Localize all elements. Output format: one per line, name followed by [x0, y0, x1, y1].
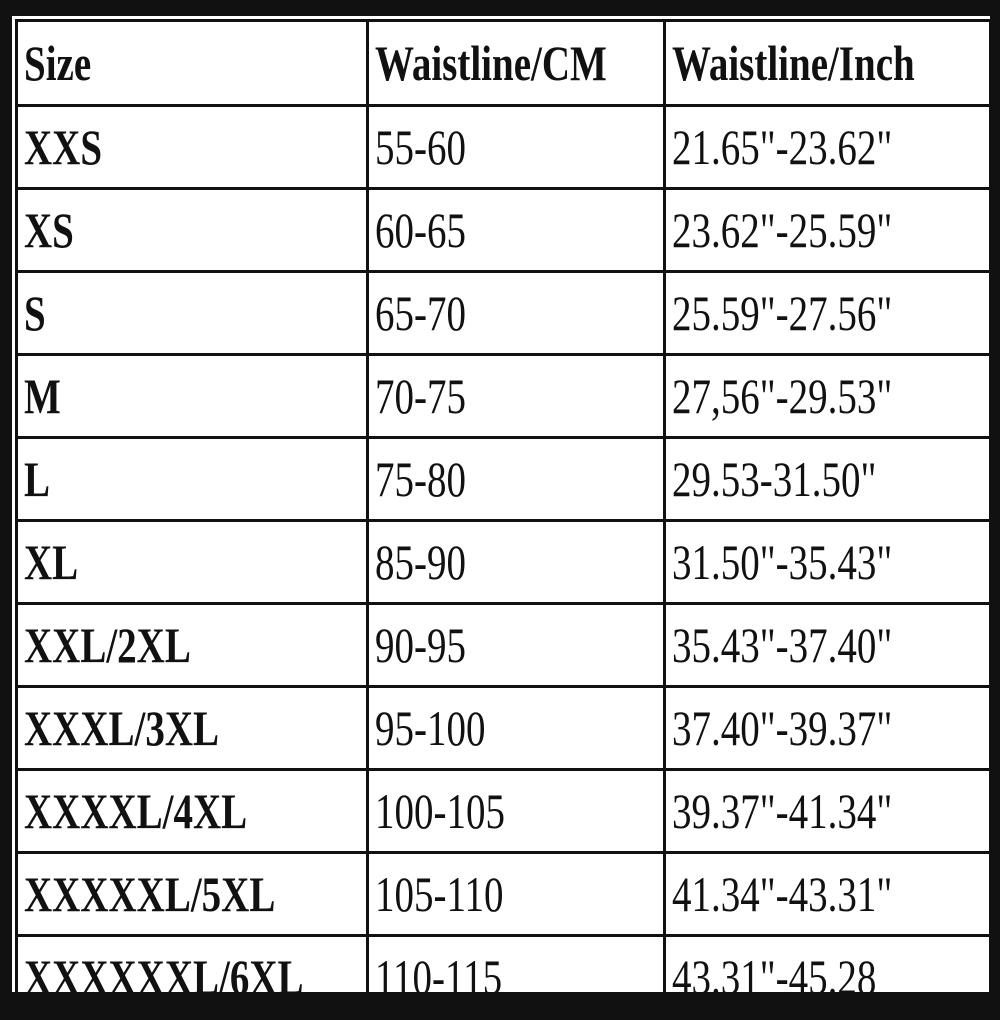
waist-inch-cell-text: 39.37"-41.34"	[672, 783, 893, 839]
size-cell-text: XXXXL/4XL	[24, 783, 248, 839]
waist-inch-cell-text: 25.59"-27.56"	[672, 285, 893, 341]
table-row: XS 60-65 23.62"-25.59"	[15, 187, 992, 273]
waist-inch-cell: 41.34"-43.31"	[663, 851, 992, 937]
size-cell-text: XXXXXL/5XL	[24, 866, 276, 922]
size-cell-text: XS	[24, 202, 74, 258]
size-cell-text: XXL/2XL	[24, 617, 191, 673]
table-row: M 70-75 27,56"-29.53"	[15, 353, 992, 439]
header-waist-inch-text: Waistline/Inch	[672, 35, 915, 91]
table-row: XXS 55-60 21.65"-23.62"	[15, 104, 992, 190]
size-cell-text: L	[24, 451, 51, 507]
waist-inch-cell-text: 35.43"-37.40"	[672, 617, 893, 673]
waist-inch-cell: 35.43"-37.40"	[663, 602, 992, 688]
size-cell: XXXXL/4XL	[15, 768, 369, 854]
waist-inch-cell: 23.62"-25.59"	[663, 187, 992, 273]
waist-inch-cell-text: 29.53-31.50"	[672, 451, 877, 507]
header-waist-cm: Waistline/CM	[366, 19, 666, 107]
waist-cm-cell: 90-95	[366, 602, 666, 688]
waist-inch-cell-text: 27,56"-29.53"	[672, 368, 893, 424]
waist-inch-cell: 39.37"-41.34"	[663, 768, 992, 854]
waist-cm-cell: 100-105	[366, 768, 666, 854]
table-row: XXXL/3XL 95-100 37.40"-39.37"	[15, 685, 992, 771]
size-cell-text: M	[24, 368, 61, 424]
size-cell: XXXXXXL/6XL	[15, 934, 369, 1020]
header-size-text: Size	[24, 35, 92, 91]
waist-inch-cell: 29.53-31.50"	[663, 436, 992, 522]
waist-cm-cell-text: 100-105	[375, 783, 505, 839]
waist-cm-cell: 75-80	[366, 436, 666, 522]
waist-cm-cell-text: 75-80	[375, 451, 466, 507]
waist-cm-cell: 95-100	[366, 685, 666, 771]
size-chart-table: Size Waistline/CM Waistline/Inch XXS 55-6…	[15, 19, 992, 1020]
waist-inch-cell: 37.40"-39.37"	[663, 685, 992, 771]
size-cell-text: XXS	[24, 119, 103, 175]
size-cell: L	[15, 436, 369, 522]
waist-cm-cell: 60-65	[366, 187, 666, 273]
waist-cm-cell-text: 55-60	[375, 119, 466, 175]
size-cell: XXXXXL/5XL	[15, 851, 369, 937]
size-cell-text: XXXL/3XL	[24, 700, 220, 756]
table-row: XXL/2XL 90-95 35.43"-37.40"	[15, 602, 992, 688]
waist-cm-cell-text: 110-115	[375, 949, 503, 1005]
table-row: XXXXL/4XL 100-105 39.37"-41.34"	[15, 768, 992, 854]
waist-cm-cell-text: 85-90	[375, 534, 466, 590]
waist-inch-cell-text: 41.34"-43.31"	[672, 866, 893, 922]
size-cell: XS	[15, 187, 369, 273]
header-row: Size Waistline/CM Waistline/Inch	[15, 19, 992, 107]
waist-cm-cell-text: 105-110	[375, 866, 504, 922]
waist-inch-cell: 21.65"-23.62"	[663, 104, 992, 190]
header-size: Size	[15, 19, 369, 107]
waist-inch-cell: 31.50"-35.43"	[663, 519, 992, 605]
size-cell: M	[15, 353, 369, 439]
waist-inch-cell-text: 21.65"-23.62"	[672, 119, 893, 175]
waist-inch-cell: 25.59"-27.56"	[663, 270, 992, 356]
table-row: XL 85-90 31.50"-35.43"	[15, 519, 992, 605]
table-row: XXXXXXL/6XL 110-115 43.31"-45.28	[15, 934, 992, 1020]
waist-cm-cell: 55-60	[366, 104, 666, 190]
waist-cm-cell: 65-70	[366, 270, 666, 356]
size-cell: S	[15, 270, 369, 356]
waist-inch-cell: 27,56"-29.53"	[663, 353, 992, 439]
waist-cm-cell-text: 65-70	[375, 285, 466, 341]
size-cell-text: XL	[24, 534, 79, 590]
waist-cm-cell: 105-110	[366, 851, 666, 937]
waist-inch-cell-text: 31.50"-35.43"	[672, 534, 893, 590]
table-row: L 75-80 29.53-31.50"	[15, 436, 992, 522]
size-cell-text: S	[24, 285, 46, 341]
table-row: S 65-70 25.59"-27.56"	[15, 270, 992, 356]
header-waist-cm-text: Waistline/CM	[375, 35, 607, 91]
size-cell: XXL/2XL	[15, 602, 369, 688]
waist-cm-cell: 70-75	[366, 353, 666, 439]
waist-inch-cell-text: 43.31"-45.28	[672, 949, 877, 1005]
header-waist-inch: Waistline/Inch	[663, 19, 992, 107]
waist-cm-cell: 110-115	[366, 934, 666, 1020]
waist-cm-cell-text: 70-75	[375, 368, 466, 424]
size-cell: XL	[15, 519, 369, 605]
size-cell: XXS	[15, 104, 369, 190]
waist-cm-cell-text: 95-100	[375, 700, 486, 756]
waist-inch-cell-text: 37.40"-39.37"	[672, 700, 893, 756]
table-row: XXXXXL/5XL 105-110 41.34"-43.31"	[15, 851, 992, 937]
waist-cm-cell-text: 60-65	[375, 202, 466, 258]
size-cell-text: XXXXXXL/6XL	[24, 949, 304, 1005]
waist-inch-cell: 43.31"-45.28	[663, 934, 992, 1020]
waist-cm-cell: 85-90	[366, 519, 666, 605]
size-cell: XXXL/3XL	[15, 685, 369, 771]
waist-cm-cell-text: 90-95	[375, 617, 466, 673]
waist-inch-cell-text: 23.62"-25.59"	[672, 202, 893, 258]
